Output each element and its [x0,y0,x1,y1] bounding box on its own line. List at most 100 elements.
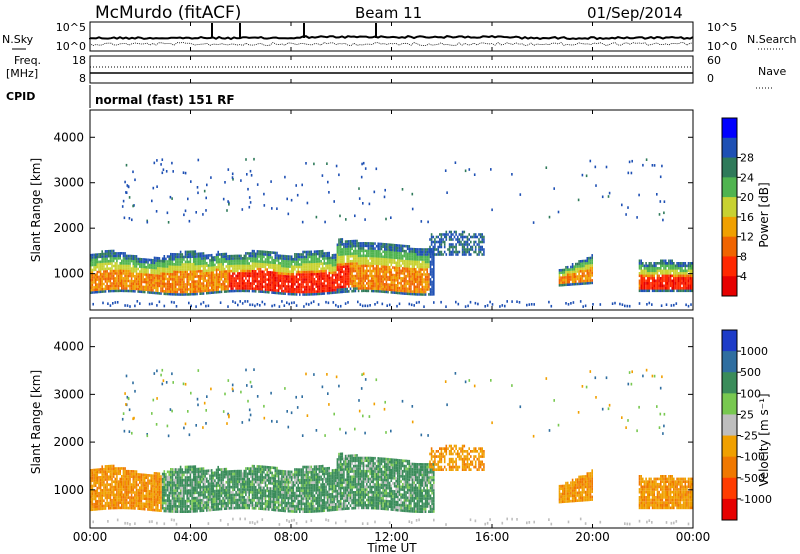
data-cell [393,253,396,257]
data-cell [474,248,477,251]
data-cell [339,304,342,308]
data-cell [168,287,170,291]
data-cell [192,252,195,256]
data-cell [643,279,646,283]
data-cell [139,496,141,500]
data-cell [679,282,682,285]
data-cell [134,501,136,505]
data-cell [112,259,115,263]
data-cell [271,258,273,262]
data-cell [93,276,95,279]
data-cell [112,264,115,268]
data-cell [687,274,690,278]
data-cell [119,480,121,483]
data-cell [395,251,397,255]
data-cell [326,266,329,270]
data-cell [558,269,561,272]
data-cell [248,264,250,268]
data-cell [122,199,125,203]
data-cell [94,273,97,276]
data-cell [570,273,572,276]
data-cell [96,505,99,508]
data-cell [90,258,92,262]
data-cell [134,270,136,273]
data-cell [228,269,231,273]
data-cell [202,269,205,273]
data-cell [125,191,127,194]
data-cell [127,475,130,478]
data-cell [219,275,221,279]
data-cell [206,286,208,290]
data-cell [101,507,103,511]
data-cell [294,255,296,259]
data-cell [135,494,138,497]
data-cell [575,270,577,273]
data-cell [276,276,278,280]
data-cell [268,273,270,277]
data-cell [335,253,337,257]
data-cell [686,277,688,280]
data-cell [224,181,226,184]
data-cell [339,214,341,218]
data-cell [573,267,575,271]
data-cell [253,287,255,290]
data-cell [196,275,198,278]
data-cell [367,252,370,255]
data-cell [176,278,179,281]
data-cell [339,238,342,241]
data-cell [406,247,409,251]
data-cell [421,288,424,291]
data-cell [207,284,210,287]
data-cell [384,288,386,291]
data-cell [134,282,136,286]
data-cell [93,484,95,488]
data-cell [106,470,108,473]
data-cell [90,273,92,277]
data-cell [421,255,424,259]
data-cell [339,268,342,271]
data-cell [533,303,535,306]
data-cell [410,270,412,273]
data-cell [326,251,329,255]
data-cell [674,284,677,288]
data-cell [364,264,366,268]
data-cell [423,268,425,271]
data-cell [129,259,131,263]
data-cell [109,467,112,471]
data-cell [357,284,360,288]
data-cell [687,282,690,285]
data-cell [307,280,309,284]
data-cell [109,493,112,497]
data-cell [274,279,277,282]
data-cell [284,272,286,275]
data-cell [362,272,365,275]
data-cell [127,488,130,491]
data-cell [578,265,580,268]
data-cell [294,293,296,296]
data-cell [240,272,242,275]
data-cell [660,277,662,280]
data-cell [250,282,252,285]
data-cell [376,301,379,304]
data-cell [147,500,149,503]
data-cell [671,269,673,273]
data-cell [129,483,131,486]
data-cell [277,289,280,292]
data-cell [338,238,340,241]
data-cell [586,282,589,285]
data-cell [374,254,376,258]
data-cell [573,275,575,278]
data-cell [191,287,193,291]
data-cell [287,290,290,293]
data-cell [117,469,120,473]
data-cell [352,254,355,258]
data-cell [470,240,472,244]
data-cell [300,260,303,264]
data-cell [297,288,299,291]
data-cell [284,259,286,263]
data-cell [223,282,226,286]
data-cell [165,267,167,271]
data-cell [276,251,278,255]
data-cell [326,279,329,282]
data-cell [121,485,123,489]
